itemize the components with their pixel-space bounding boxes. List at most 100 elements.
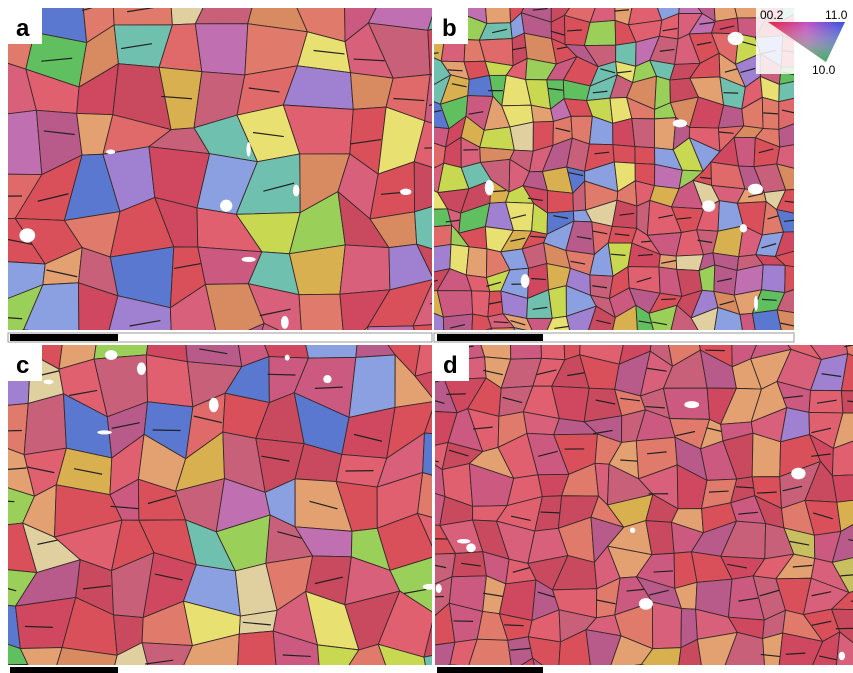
unindexed-spot — [457, 539, 470, 544]
unindexed-spot — [105, 350, 118, 360]
grain — [610, 665, 642, 673]
scale-bar — [437, 667, 543, 673]
ebsd-map — [0, 311, 481, 673]
grain — [800, 117, 828, 143]
grain — [547, 191, 573, 213]
figure: a b c d 00.2 11.0 10.0 — [0, 0, 853, 673]
unindexed-spot — [639, 598, 653, 610]
color-key: 00.2 11.0 10.0 — [756, 8, 853, 77]
grain — [798, 189, 826, 214]
grain — [468, 75, 493, 96]
grain — [807, 269, 827, 294]
twin-boundary — [807, 179, 822, 181]
grain — [779, 81, 799, 102]
twin-boundary — [804, 150, 819, 153]
unindexed-spot — [423, 584, 436, 590]
unindexed-spot — [44, 380, 54, 385]
grain — [443, 314, 472, 335]
panel-label: a — [16, 15, 30, 42]
grain — [652, 602, 681, 649]
grain — [632, 118, 655, 147]
grain — [613, 118, 635, 146]
grain — [764, 669, 787, 673]
grain — [785, 265, 809, 292]
grain — [803, 138, 827, 171]
grain — [195, 24, 247, 75]
twin-boundary — [508, 4, 523, 6]
grain — [798, 97, 821, 121]
grain — [113, 0, 173, 25]
unindexed-spot — [728, 32, 744, 45]
grain — [480, 127, 515, 150]
twin-boundary — [641, 5, 656, 7]
grain — [800, 285, 828, 317]
unindexed-spot — [400, 189, 411, 195]
grain — [590, 0, 615, 22]
panel-label: d — [443, 352, 458, 379]
ebsd-map — [412, 322, 853, 673]
unindexed-spot — [748, 184, 763, 195]
unindexed-spot — [106, 150, 115, 155]
unindexed-spot — [220, 200, 232, 212]
unindexed-spot — [209, 398, 219, 413]
grain — [798, 204, 828, 232]
unindexed-spot — [242, 257, 256, 262]
twin-boundary — [446, 394, 466, 395]
grain — [508, 637, 533, 671]
grain — [437, 291, 472, 317]
grain — [549, 286, 567, 319]
legend-label: 11.0 — [825, 8, 848, 22]
twin-boundary — [153, 430, 181, 431]
grain — [779, 97, 800, 129]
grain — [763, 633, 783, 672]
grain — [654, 118, 675, 150]
grain — [510, 122, 533, 151]
unindexed-spot — [791, 468, 805, 480]
grain — [800, 223, 828, 250]
unindexed-spot — [19, 228, 35, 242]
grain — [485, 0, 511, 23]
unindexed-spot — [137, 362, 146, 375]
grain — [340, 245, 390, 294]
panel-label: c — [16, 352, 29, 379]
unindexed-spot — [740, 224, 747, 232]
unindexed-spot — [684, 401, 699, 408]
unindexed-spot — [673, 119, 687, 127]
unindexed-spot — [839, 652, 845, 660]
unindexed-spot — [436, 584, 442, 593]
grain — [237, 631, 277, 673]
grain — [798, 80, 821, 107]
twin-boundary — [447, 4, 462, 6]
unindexed-spot — [630, 528, 635, 533]
unindexed-spot — [521, 274, 530, 288]
grain — [289, 245, 345, 295]
grain — [679, 0, 702, 14]
grain — [613, 145, 635, 164]
panel-label: b — [442, 15, 457, 42]
grain — [635, 147, 655, 165]
grain — [24, 394, 66, 455]
grain — [142, 643, 192, 673]
unindexed-spot — [323, 375, 331, 383]
twin-boundary — [541, 512, 561, 513]
twin-boundary — [804, 237, 819, 240]
unindexed-spot — [246, 142, 250, 156]
unindexed-spot — [97, 430, 112, 434]
scale-bar — [10, 667, 118, 673]
grain — [636, 665, 677, 673]
grain — [0, 110, 42, 174]
unindexed-spot — [754, 296, 758, 311]
grain — [349, 355, 395, 418]
grain — [472, 291, 490, 317]
twin-boundary — [0, 430, 22, 431]
unindexed-spot — [466, 543, 476, 552]
grain — [586, 668, 614, 673]
twin-boundary — [658, 2, 673, 3]
legend-label: 10.0 — [812, 63, 836, 77]
twin-boundary — [268, 374, 296, 375]
grain — [762, 265, 786, 293]
twin-boundary — [701, 343, 716, 344]
grain — [558, 668, 591, 673]
grain — [800, 246, 824, 271]
twin-boundary — [810, 280, 825, 283]
